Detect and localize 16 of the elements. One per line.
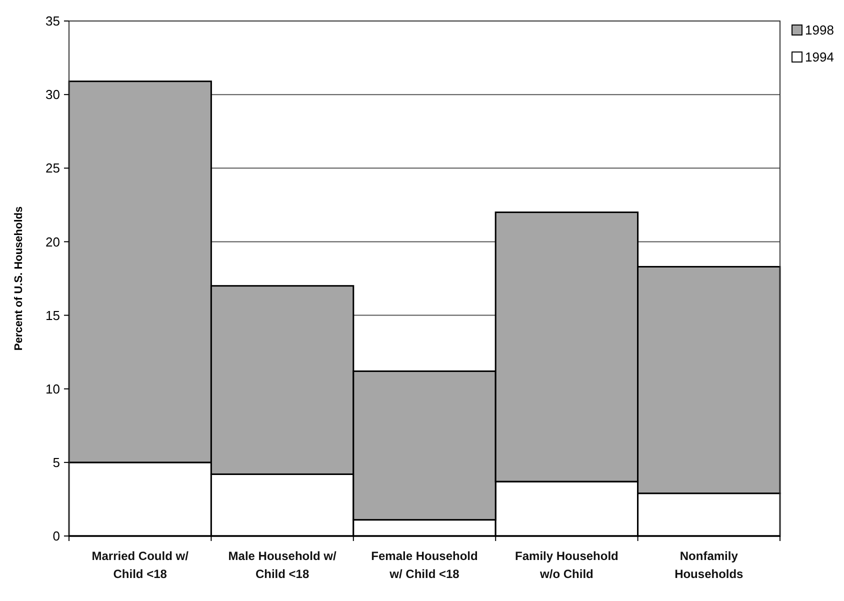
legend-label: 1994 (805, 50, 834, 65)
x-tick-label: Male Household w/ Child <18 (228, 549, 337, 581)
y-tick-label: 20 (46, 234, 60, 250)
legend-label: 1998 (805, 22, 834, 38)
y-tick-label: 25 (46, 160, 60, 176)
y-tick-label: 30 (46, 87, 60, 102)
x-tick-label: Family Household w/o Child (515, 549, 618, 581)
y-tick-label: 5 (52, 454, 60, 470)
y-axis-title: Percent of U.S. Households (13, 206, 25, 351)
y-tick-label: 10 (46, 381, 60, 396)
y-tick-label: 35 (46, 14, 60, 29)
x-tick-label: Married Could w/ Child <18 (92, 549, 190, 581)
x-tick-label: Female Household w/ Child <18 (371, 549, 478, 581)
y-tick-label: 15 (46, 308, 60, 323)
y-tick-label: 0 (52, 528, 60, 544)
x-tick-label: Nonfamily Households (674, 549, 744, 581)
